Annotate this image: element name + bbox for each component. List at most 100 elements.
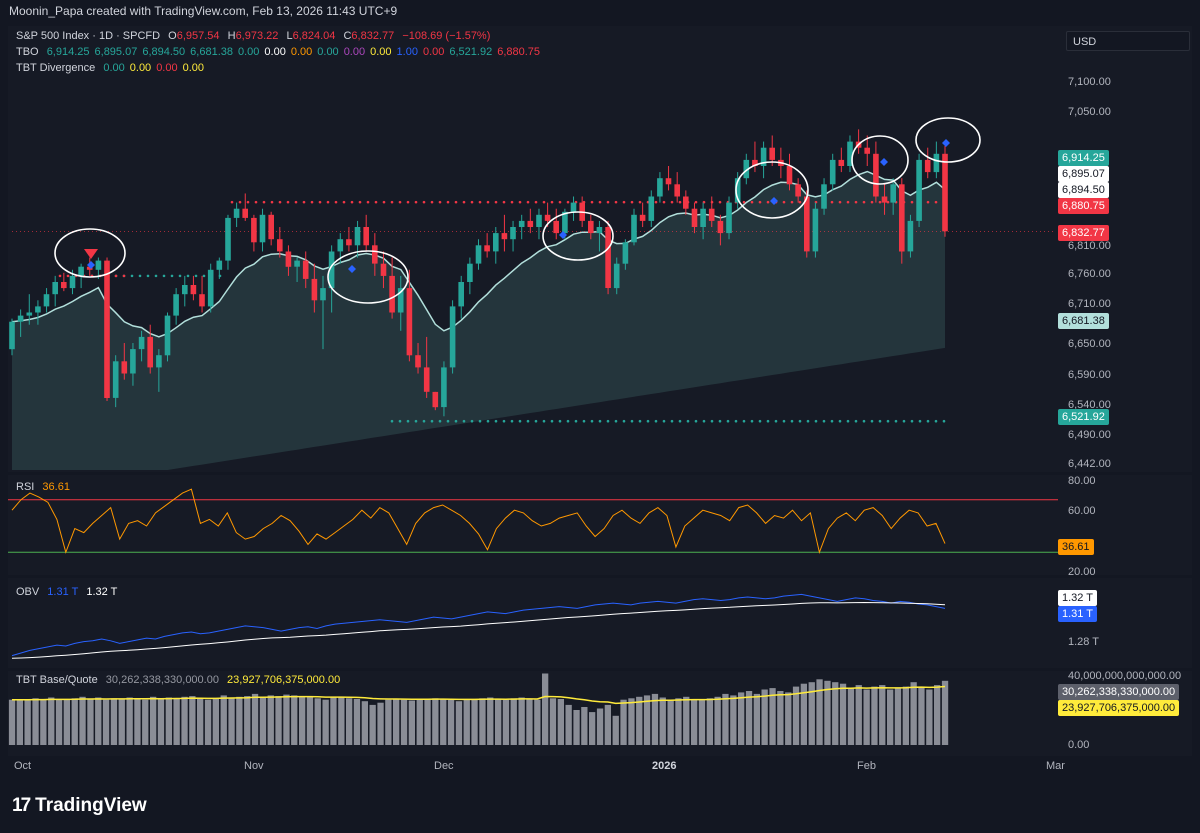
candle-body [406, 288, 413, 356]
resistance-dot [230, 200, 234, 204]
main-price-panel[interactable] [8, 26, 1192, 472]
price-tick: 7,050.00 [1068, 106, 1111, 118]
volume-bar [299, 696, 306, 745]
volume-tick: 40,000,000,000,000.00 [1068, 670, 1182, 682]
resistance-dot [470, 200, 474, 204]
volume-bar [361, 701, 368, 745]
price-tag: 6,914.25 [1058, 150, 1109, 166]
volume-bar [346, 698, 353, 745]
volume-bar [659, 697, 666, 745]
candle-body [337, 239, 344, 252]
candle-body [259, 214, 266, 243]
volume-bar [722, 693, 729, 745]
resistance-dot [254, 200, 258, 204]
volume-bar [628, 698, 635, 745]
candle-body [52, 282, 58, 295]
candle-body [562, 211, 568, 234]
candle-body [795, 184, 801, 197]
candle-body [648, 196, 655, 221]
volume-bar [832, 682, 839, 745]
support-dot [822, 419, 826, 423]
candle-body [43, 294, 50, 307]
candle-body [899, 184, 905, 252]
candle-body [35, 306, 41, 313]
close-value: 6,832.77 [351, 30, 395, 42]
candle-body [372, 245, 378, 264]
price-tick: 7,100.00 [1068, 76, 1111, 88]
annotation-circle [327, 250, 409, 304]
support-dot [178, 274, 182, 278]
support-dot [878, 419, 882, 423]
candle-body [657, 178, 663, 197]
volume-bar [157, 699, 165, 745]
divergence-value-2: 0.00 [156, 62, 178, 74]
candle-body [268, 214, 274, 240]
candle-body [233, 208, 240, 218]
volume-bar [792, 686, 800, 745]
support-dot [430, 419, 434, 423]
volume-bar [753, 693, 760, 745]
resistance-dot [58, 274, 62, 278]
resistance-dot [278, 200, 282, 204]
support-dot [734, 419, 738, 423]
support-dot [790, 419, 794, 423]
candle-body [924, 159, 931, 173]
volume-bar [918, 686, 925, 745]
volume-bar [400, 699, 408, 745]
resistance-dot [446, 200, 450, 204]
volume-value-1: 30,262,338,330,000.00 [105, 674, 219, 686]
candle-body [380, 263, 387, 276]
volume-bar [785, 692, 792, 745]
support-dot [686, 419, 690, 423]
support-dot [446, 419, 450, 423]
volume-bar [761, 689, 768, 745]
support-dot [894, 419, 898, 423]
resistance-dot [310, 200, 314, 204]
support-dot [558, 419, 562, 423]
tradingview-logo[interactable]: 17 TradingView [12, 795, 147, 817]
candle-body [708, 208, 715, 221]
support-dot [194, 274, 198, 278]
volume-bar [518, 697, 525, 745]
volume-bar [479, 698, 486, 745]
tv-logo-icon: 17 [12, 795, 31, 816]
rsi-panel[interactable] [8, 475, 1192, 575]
resistance-dot [334, 200, 338, 204]
obv-panel[interactable] [8, 578, 1192, 668]
resistance-dot [502, 200, 506, 204]
volume-bar [769, 688, 776, 745]
volume-bar [620, 699, 627, 745]
currency-selector[interactable]: USD [1066, 31, 1190, 51]
obv-tick: 1.28 T [1068, 636, 1099, 648]
resistance-dot [638, 200, 642, 204]
support-dot [934, 419, 938, 423]
price-tick: 6,710.00 [1068, 298, 1111, 310]
candle-body [389, 275, 395, 313]
resistance-dot [238, 200, 242, 204]
support-dot [702, 419, 706, 423]
divergence-legend: TBT Divergence 0.00 0.00 0.00 0.00 [16, 62, 209, 74]
volume-value-2: 23,927,706,375,000.00 [227, 674, 341, 686]
candle-body [942, 153, 948, 232]
obv-legend: OBV 1.31 T 1.32 T [16, 586, 122, 598]
volume-bar [887, 689, 894, 745]
annotation-circle [54, 228, 126, 278]
candle-body [328, 251, 335, 289]
tbo-value-13: 6,880.75 [497, 46, 541, 58]
resistance-dot [398, 200, 402, 204]
rsi-tick: 80.00 [1068, 475, 1096, 487]
support-dot [766, 419, 770, 423]
open-value: 6,957.54 [176, 30, 220, 42]
obv-line [11, 593, 946, 657]
volume-bar [424, 699, 431, 745]
candle-body [518, 220, 525, 227]
price-legend: S&P 500 Index · 1D · SPCFD O6,957.54 H6,… [16, 30, 495, 42]
support-dot [130, 274, 134, 278]
candle-body [536, 214, 542, 227]
volume-bar [589, 712, 596, 745]
volume-bar [228, 697, 235, 745]
divergence-label: TBT Divergence [16, 62, 96, 74]
volume-bar [189, 696, 196, 745]
candle-body [415, 355, 421, 368]
